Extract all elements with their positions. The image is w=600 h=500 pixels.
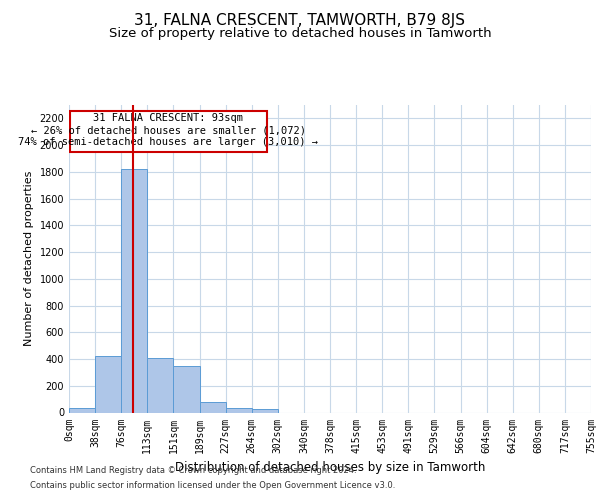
Bar: [226, 408, 252, 412]
Bar: [148, 358, 173, 412]
Text: 31, FALNA CRESCENT, TAMWORTH, B79 8JS: 31, FALNA CRESCENT, TAMWORTH, B79 8JS: [134, 12, 466, 28]
Bar: [95, 356, 121, 412]
Bar: [121, 169, 148, 412]
Bar: [252, 409, 278, 412]
Text: ← 26% of detached houses are smaller (1,072): ← 26% of detached houses are smaller (1,…: [31, 125, 306, 135]
Y-axis label: Number of detached properties: Number of detached properties: [24, 171, 34, 346]
Bar: [173, 366, 199, 412]
Bar: [69, 408, 95, 412]
Bar: [70, 111, 268, 152]
Text: Contains public sector information licensed under the Open Government Licence v3: Contains public sector information licen…: [30, 481, 395, 490]
Text: Size of property relative to detached houses in Tamworth: Size of property relative to detached ho…: [109, 28, 491, 40]
Text: 31 FALNA CRESCENT: 93sqm: 31 FALNA CRESCENT: 93sqm: [94, 113, 244, 123]
Text: Contains HM Land Registry data © Crown copyright and database right 2024.: Contains HM Land Registry data © Crown c…: [30, 466, 356, 475]
X-axis label: Distribution of detached houses by size in Tamworth: Distribution of detached houses by size …: [175, 461, 485, 474]
Bar: [199, 402, 226, 412]
Text: 74% of semi-detached houses are larger (3,010) →: 74% of semi-detached houses are larger (…: [19, 137, 319, 147]
